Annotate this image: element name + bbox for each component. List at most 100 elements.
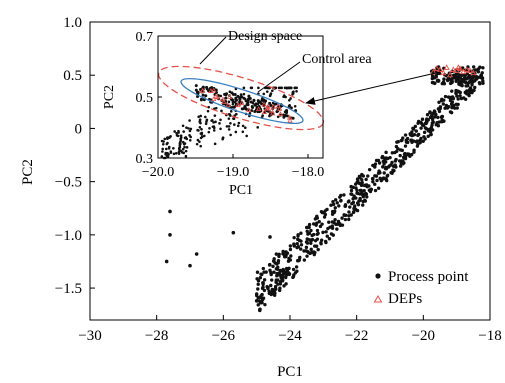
process-point [356,178,360,182]
inset-process-point [242,86,246,90]
process-point [471,65,476,69]
inset-process-point [197,115,200,119]
process-point [404,138,408,142]
process-point [336,219,341,224]
inset-process-point [293,105,297,108]
process-point [384,150,388,155]
inset-process-point [172,152,176,156]
inset-process-point [292,90,295,93]
process-point [429,125,434,130]
process-point [430,74,435,78]
process-point [295,269,299,273]
process-point [367,167,372,172]
inset-axis-ticks: −20.0 −19.0 −18.0 0.7 0.5 0.3 [136,30,325,180]
process-point [283,254,288,259]
inset-process-point [246,101,250,105]
process-point [408,132,412,136]
process-point [384,156,389,160]
process-point [276,278,280,282]
process-point [322,215,327,219]
legend-process-point-marker [375,273,381,279]
process-point [454,72,459,76]
process-point [349,184,353,189]
inset-process-point [161,147,164,151]
x-tick-label: −30 [78,328,101,344]
inset-process-point [245,134,248,138]
process-point [382,176,387,181]
inset-process-point [212,126,216,130]
process-point [255,277,259,281]
inset-dep-point [270,110,276,116]
inset-dep-point [277,105,283,111]
process-point [315,237,320,241]
zoom-arrow [305,71,441,105]
process-point [307,238,312,242]
process-point [441,102,446,106]
inset-process-point [249,100,253,104]
process-point [321,230,325,235]
process-point [401,136,405,140]
process-point [267,291,271,296]
process-point [194,252,199,256]
process-point [262,278,267,282]
process-point [416,132,421,137]
process-point [256,287,260,291]
inset-process-point [184,154,188,158]
process-point [315,228,320,233]
process-point [299,243,304,247]
process-point [443,106,447,110]
inset-process-point [295,86,298,90]
inset-data-points [160,84,298,160]
process-point [289,254,293,258]
process-point [425,112,430,117]
process-point [355,208,360,213]
inset-process-point [261,114,264,117]
process-point [288,247,293,252]
process-point [330,220,335,224]
process-point [305,241,310,245]
process-point [325,234,329,238]
inset-process-point [224,96,228,100]
process-point [388,155,392,160]
process-point [430,80,435,85]
process-point [430,117,435,122]
process-point [396,139,400,144]
process-point [390,151,395,155]
process-point [401,155,406,160]
inset-process-point [295,89,298,93]
y-tick-label: 0.5 [63,68,82,84]
process-point [258,301,263,305]
process-point [373,162,378,166]
process-point [278,286,282,290]
process-point [358,175,362,180]
process-point [273,261,277,265]
inset-process-point [205,118,209,122]
process-point [373,165,377,169]
inset-dep-point [287,114,293,120]
inset-process-point [227,100,231,104]
process-point [361,203,365,207]
process-point [269,270,273,275]
process-point [373,188,378,193]
process-point [331,233,335,237]
process-point [342,213,346,217]
process-point [438,106,442,111]
inset-process-point [224,93,228,97]
process-point [305,254,309,258]
process-point [287,272,292,276]
inset-process-point [271,89,274,93]
process-point [294,265,299,269]
inset-process-point [229,121,232,125]
process-point [284,266,289,271]
inset-process-point [227,128,231,131]
process-point [477,80,482,85]
inset-process-point [160,139,164,143]
process-point [464,84,468,88]
process-point [304,245,309,250]
process-point [258,275,263,280]
process-point [302,258,307,262]
process-point [462,78,466,82]
inset-process-point [253,103,257,107]
inset-process-point [189,127,193,131]
process-point [260,272,264,277]
